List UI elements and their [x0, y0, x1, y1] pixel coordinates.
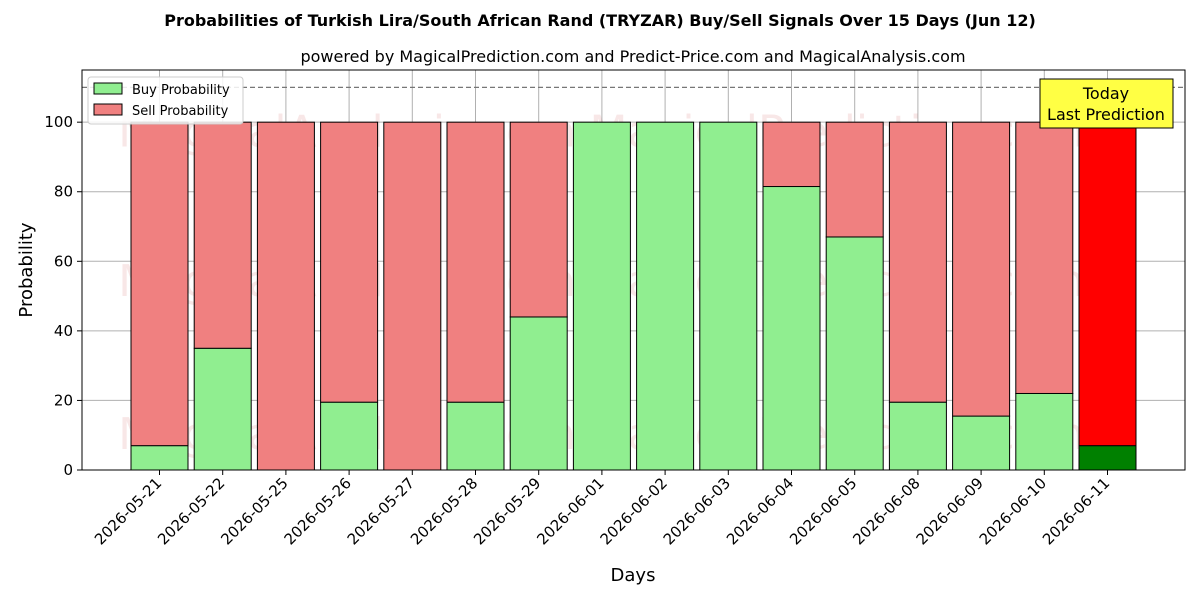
today-annotation: Today Last Prediction [1039, 78, 1174, 129]
bar-sell [193, 121, 252, 349]
y-axis-ticks: 0 20 40 60 80 100 [44, 113, 82, 479]
x-tick-label: 2026-06-10 [976, 474, 1050, 548]
bar-buy [1078, 445, 1137, 471]
bar-buy [509, 316, 568, 471]
today-annotation-box [1039, 78, 1174, 129]
today-annotation-line1: Today [1082, 84, 1129, 103]
x-tick-label: 2026-05-28 [407, 474, 481, 548]
x-tick-label: 2026-05-25 [217, 474, 291, 548]
bar-buy [446, 401, 505, 471]
y-axis-label: Probability [16, 222, 37, 317]
legend-swatch-buy [93, 82, 123, 95]
bars [130, 121, 1137, 471]
bar-buy [320, 401, 379, 471]
bar-sell [1015, 121, 1074, 394]
x-tick-label: 2026-05-22 [154, 474, 228, 548]
bar-buy [699, 121, 758, 471]
chart-subtitle: powered by MagicalPrediction.com and Pre… [300, 47, 965, 66]
bar-buy [952, 415, 1011, 471]
bar-sell [952, 121, 1011, 417]
x-tick-label: 2026-06-08 [849, 474, 923, 548]
y-tick-label: 60 [54, 252, 73, 270]
bar-buy [130, 445, 189, 471]
bar-sell [509, 121, 568, 318]
x-tick-label: 2026-06-03 [660, 474, 734, 548]
x-tick-label: 2026-06-09 [913, 474, 987, 548]
legend-label-buy: Buy Probability [132, 83, 230, 98]
y-tick-label: 80 [54, 183, 73, 201]
legend-label-sell: Sell Probability [132, 104, 229, 119]
y-tick-label: 0 [63, 461, 73, 479]
legend: Buy Probability Sell Probability [87, 76, 244, 125]
x-tick-label: 2026-05-21 [91, 474, 165, 548]
bar-buy [636, 121, 695, 471]
bar-sell [1078, 121, 1137, 447]
bar-sell [888, 121, 947, 403]
y-tick-label: 40 [54, 322, 73, 340]
x-tick-label: 2026-05-27 [344, 474, 418, 548]
bar-buy [1015, 392, 1074, 471]
plot-frame [81, 69, 1186, 471]
bar-sell [825, 121, 884, 238]
x-axis-label: Days [611, 565, 656, 586]
chart-title: Probabilities of Turkish Lira/South Afri… [164, 11, 1036, 30]
today-annotation-line2: Last Prediction [1047, 105, 1165, 124]
x-tick-label: 2026-05-26 [281, 474, 355, 548]
legend-box [87, 76, 244, 125]
y-tick-label: 20 [54, 391, 73, 409]
legend-swatch-sell [93, 103, 123, 116]
bar-buy [762, 186, 821, 471]
x-tick-label: 2026-05-29 [470, 474, 544, 548]
x-tick-label: 2026-06-02 [597, 474, 671, 548]
bar-sell [446, 121, 505, 403]
y-tick-label: 100 [44, 113, 73, 131]
bar-buy [888, 401, 947, 471]
bar-buy [572, 121, 631, 471]
bar-sell [256, 121, 315, 471]
bar-sell [383, 121, 442, 471]
x-tick-label: 2026-06-01 [533, 474, 607, 548]
x-tick-label: 2026-06-05 [786, 474, 860, 548]
bar-buy [193, 347, 252, 471]
x-axis-ticks: 2026-05-212026-05-222026-05-252026-05-26… [91, 470, 1113, 548]
bar-sell [762, 121, 821, 188]
x-tick-label: 2026-06-04 [723, 474, 797, 548]
bar-sell [320, 121, 379, 403]
bar-buy [825, 236, 884, 471]
x-tick-label: 2026-06-11 [1039, 474, 1113, 548]
bar-sell [130, 121, 189, 447]
